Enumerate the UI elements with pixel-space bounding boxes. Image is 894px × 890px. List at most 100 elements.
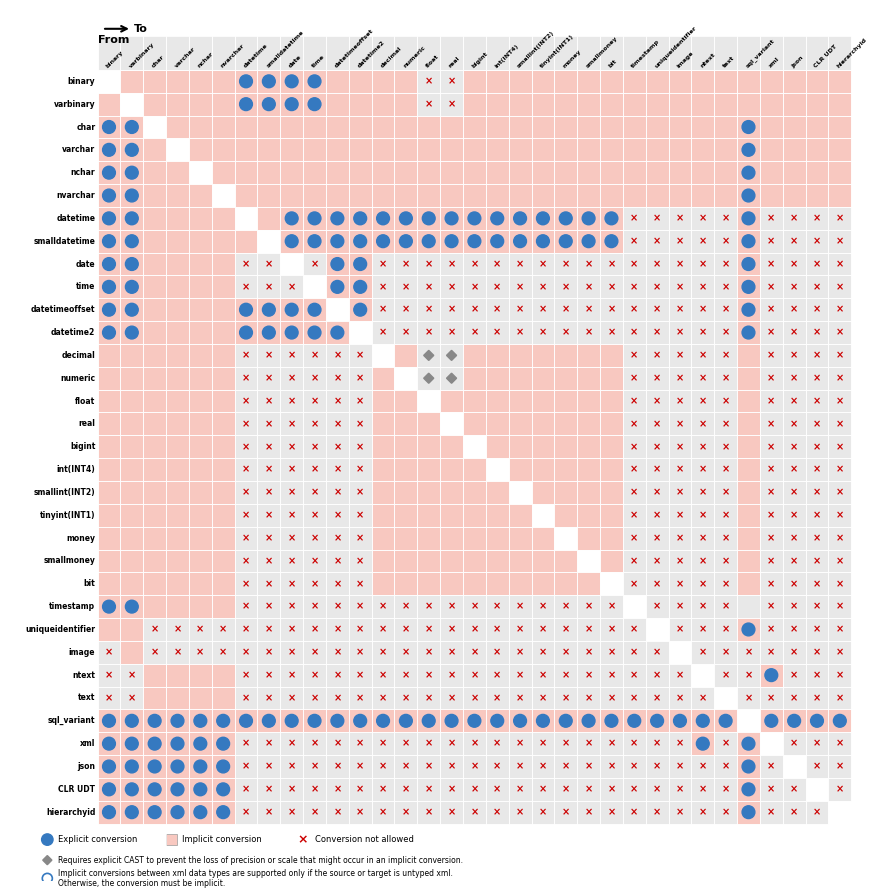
Bar	[623, 709, 645, 732]
Bar	[234, 116, 257, 139]
Bar	[97, 70, 121, 93]
Bar	[829, 618, 851, 641]
Bar	[463, 709, 485, 732]
Bar	[623, 755, 645, 778]
Text: ×: ×	[813, 236, 821, 247]
Circle shape	[742, 235, 755, 247]
Text: bigint: bigint	[70, 442, 96, 451]
Bar	[737, 321, 760, 344]
Text: ×: ×	[653, 465, 662, 474]
Bar	[714, 412, 737, 435]
Circle shape	[285, 303, 298, 316]
Text: ×: ×	[379, 670, 387, 680]
Text: ×: ×	[676, 533, 684, 543]
Bar	[554, 367, 578, 390]
Text: ×: ×	[630, 739, 638, 748]
Bar	[600, 709, 623, 732]
Bar	[303, 70, 326, 93]
Text: ×: ×	[516, 670, 524, 680]
Bar	[121, 116, 143, 139]
Bar	[554, 139, 578, 161]
Bar	[97, 549, 121, 572]
Bar	[509, 207, 532, 230]
Circle shape	[216, 783, 230, 796]
Bar	[554, 641, 578, 664]
Bar	[372, 458, 394, 481]
Bar	[714, 504, 737, 527]
Bar	[691, 116, 714, 139]
Bar	[737, 572, 760, 595]
Bar	[189, 116, 212, 139]
Bar	[303, 36, 326, 70]
Bar	[166, 778, 189, 801]
Bar	[760, 367, 783, 390]
Bar	[440, 801, 463, 823]
Bar	[121, 435, 143, 458]
Bar	[783, 276, 805, 298]
Text: ×: ×	[310, 784, 318, 795]
Text: xml: xml	[768, 56, 780, 69]
Bar	[783, 207, 805, 230]
Bar	[783, 367, 805, 390]
Text: ×: ×	[699, 784, 707, 795]
Text: ×: ×	[630, 670, 638, 680]
Bar	[532, 412, 554, 435]
Bar	[463, 116, 485, 139]
Bar	[783, 664, 805, 686]
Bar	[463, 93, 485, 116]
Bar	[281, 390, 303, 412]
Text: ×: ×	[425, 807, 433, 817]
Circle shape	[560, 212, 572, 225]
Bar	[189, 207, 212, 230]
Circle shape	[194, 737, 207, 750]
Bar	[600, 801, 623, 823]
Bar	[485, 686, 509, 709]
Bar	[509, 298, 532, 321]
Text: ×: ×	[493, 693, 502, 703]
Text: ×: ×	[242, 625, 250, 635]
Bar	[600, 230, 623, 253]
Bar	[440, 572, 463, 595]
Circle shape	[742, 212, 755, 225]
Bar	[737, 116, 760, 139]
Text: ×: ×	[265, 602, 273, 611]
Circle shape	[811, 715, 823, 727]
Bar	[714, 139, 737, 161]
Text: ×: ×	[288, 762, 296, 772]
Bar	[212, 549, 234, 572]
Bar	[326, 549, 349, 572]
Bar	[760, 412, 783, 435]
Text: ×: ×	[767, 282, 775, 292]
Text: ×: ×	[699, 625, 707, 635]
Bar	[463, 184, 485, 207]
Bar	[600, 116, 623, 139]
Bar	[623, 801, 645, 823]
Bar	[257, 435, 281, 458]
Bar	[829, 207, 851, 230]
Text: ×: ×	[630, 762, 638, 772]
Text: ×: ×	[585, 259, 593, 269]
Text: hierarchyid: hierarchyid	[836, 36, 868, 69]
Bar	[463, 367, 485, 390]
Text: ×: ×	[630, 647, 638, 658]
Text: ×: ×	[470, 328, 478, 337]
Circle shape	[331, 235, 344, 247]
Text: ×: ×	[630, 784, 638, 795]
Text: ×: ×	[813, 647, 821, 658]
Bar	[281, 481, 303, 504]
Text: ×: ×	[425, 282, 433, 292]
Text: ×: ×	[653, 784, 662, 795]
Text: ×: ×	[425, 762, 433, 772]
Bar	[554, 161, 578, 184]
Text: ×: ×	[699, 328, 707, 337]
Text: ×: ×	[470, 762, 478, 772]
Bar	[212, 686, 234, 709]
Bar	[669, 435, 691, 458]
Text: ×: ×	[813, 670, 821, 680]
Text: ×: ×	[607, 625, 615, 635]
Bar	[440, 641, 463, 664]
Bar	[737, 139, 760, 161]
Bar	[783, 801, 805, 823]
Bar	[509, 458, 532, 481]
Circle shape	[308, 326, 321, 339]
